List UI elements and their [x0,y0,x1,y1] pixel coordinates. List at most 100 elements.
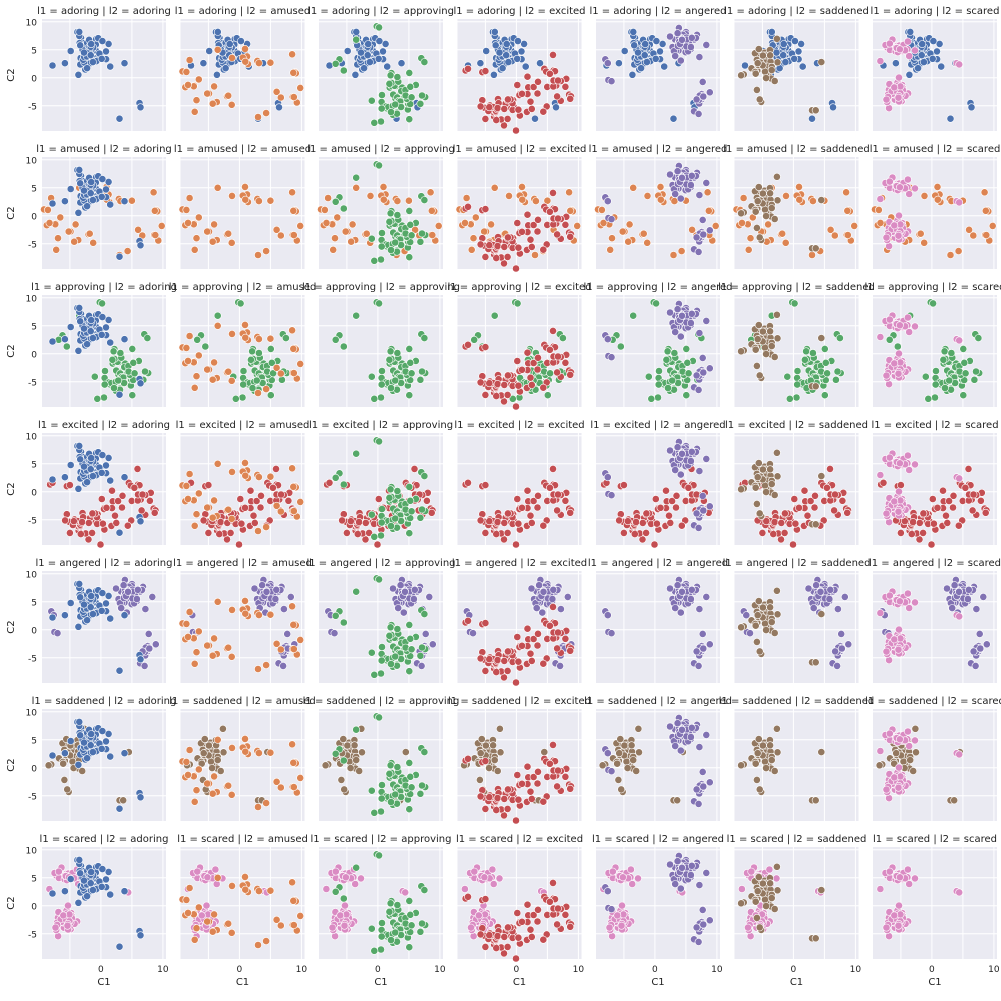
scatter-point-amused [228,744,236,752]
scatter-point-excited [493,656,502,664]
scatter-point-adoring [120,749,129,758]
scatter-point-adoring [136,103,145,112]
scatter-point-angered [826,585,835,594]
scatter-point-excited [112,519,121,527]
scatter-point-approving [664,384,672,392]
scatter-point-approving [418,229,426,238]
scatter-point-approving [386,761,395,770]
scatter-point-scared [895,211,903,220]
scatter-point-adoring [199,59,208,68]
scatter-point-scared [885,39,894,48]
scatter-point-amused [182,205,191,214]
scatter-point-excited [199,516,208,525]
scatter-point-approving [100,393,108,402]
scatter-point-saddened [321,761,330,770]
facet-title: l1 = adoring | l2 = excited [453,6,585,17]
scatter-point-amused [428,231,437,239]
scatter-point-approving [248,347,256,356]
scatter-point-scared [876,471,885,479]
scatter-point-excited [909,518,917,526]
scatter-point-saddened [766,465,774,474]
scatter-point-amused [210,358,218,367]
scatter-point-angered [262,587,271,596]
scatter-point-adoring [275,103,283,112]
y-tick-label: 10 [26,570,38,580]
scatter-point-amused [190,107,199,116]
y-tick-label: 5 [31,736,37,746]
scatter-point-amused [276,645,285,654]
y-tick-label: 5 [31,46,37,56]
scatter-point-scared [896,459,904,468]
scatter-point-approving [143,334,152,342]
scatter-point-approving [352,449,361,458]
scatter-point-adoring [102,323,110,332]
scatter-point-amused [352,183,361,192]
scatter-point-adoring [917,51,926,60]
scatter-point-adoring [640,51,649,60]
scatter-point-approving [391,100,400,109]
scatter-point-excited [549,51,557,59]
y-tick-label: 10 [26,156,38,166]
scatter-point-saddened [770,629,779,637]
scatter-point-angered [687,43,695,51]
scatter-point-amused [241,597,249,605]
scatter-point-excited [503,529,512,537]
scatter-point-excited [915,519,924,527]
scatter-point-amused [656,182,665,191]
facet-title: l1 = approving | l2 = approving [302,282,460,293]
scatter-point-adoring [781,58,790,66]
scatter-point-excited [97,495,106,503]
scatter-point-excited [118,491,127,500]
scatter-point-scared [904,313,912,322]
scatter-point-excited [481,529,490,537]
y-tick-label: 0 [31,488,37,498]
scatter-point-amused [461,218,469,227]
scatter-point-approving [939,355,948,364]
scatter-point-adoring [80,738,88,747]
scatter-point-angered [698,630,707,638]
scatter-point-excited [76,530,85,538]
scatter-point-amused [272,225,281,234]
scatter-point-approving [670,349,679,357]
scatter-point-angered [976,644,985,653]
scatter-point-amused [262,523,270,531]
scatter-point-angered [396,581,405,590]
facet-title: l1 = angered | l2 = saddened [723,558,871,569]
scatter-point-saddened [352,756,361,764]
facet-title: l1 = angered | l2 = scared [869,558,1001,569]
scatter-point-excited [66,529,74,537]
scatter-point-angered [607,77,616,86]
scatter-point-excited [481,205,490,213]
scatter-point-approving [663,347,672,356]
scatter-point-excited [513,219,522,227]
scatter-point-saddened [753,473,762,482]
scatter-point-amused [56,213,65,222]
scatter-point-amused [262,247,270,255]
scatter-point-saddened [753,638,761,646]
scatter-point-approving [420,196,429,204]
scatter-point-saddened [213,756,222,764]
scatter-point-amused [185,56,194,64]
scatter-point-angered [141,605,150,613]
scatter-point-angered [678,449,686,458]
scatter-point-amused [795,195,804,204]
scatter-point-amused [272,363,281,372]
scatter-point-adoring [629,27,638,36]
scatter-point-approving [387,522,395,530]
scatter-point-approving [416,237,425,246]
scatter-point-approving [416,99,425,108]
scatter-point-scared [895,349,903,358]
scatter-point-adoring [80,600,88,609]
scatter-point-excited [464,616,472,625]
scatter-point-adoring [120,59,129,68]
scatter-point-approving [418,91,426,100]
scatter-point-amused [203,641,212,650]
scatter-point-adoring [98,37,107,45]
scatter-point-amused [254,59,263,67]
scatter-point-saddened [762,74,770,82]
scatter-point-excited [620,481,628,489]
scatter-point-approving [416,513,425,522]
scatter-point-adoring [86,465,95,474]
scatter-point-adoring [620,47,629,55]
